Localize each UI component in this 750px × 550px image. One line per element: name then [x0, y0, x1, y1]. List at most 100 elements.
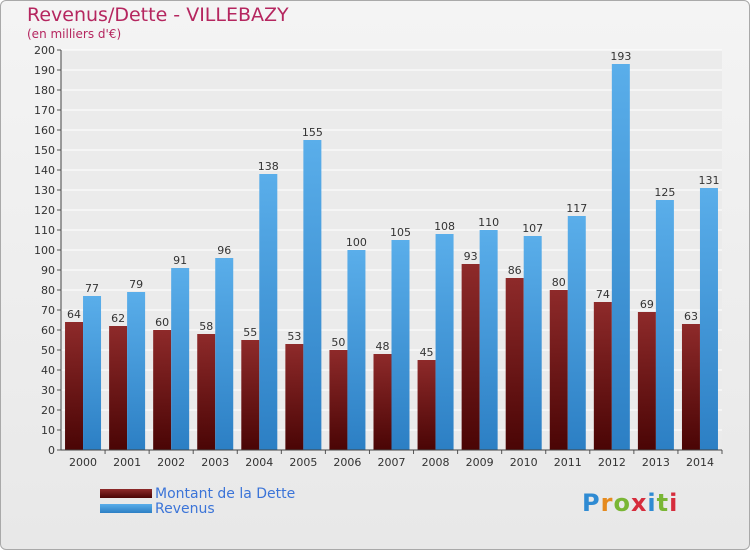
bar-revenus-2012	[611, 64, 630, 450]
y-tick-label: 130	[34, 184, 55, 197]
value-label-dette-2013: 69	[640, 298, 654, 311]
value-label-revenus-2005: 155	[302, 126, 323, 139]
value-label-dette-2009: 93	[464, 250, 478, 263]
value-label-revenus-2007: 105	[390, 226, 411, 239]
x-tick-label-2004: 2004	[245, 456, 273, 469]
bar-dette-2014	[681, 324, 700, 450]
bar-revenus-2013	[655, 200, 674, 450]
y-tick-label: 50	[41, 344, 55, 357]
x-tick-label-2010: 2010	[510, 456, 538, 469]
value-label-revenus-2001: 79	[129, 278, 143, 291]
x-tick-label-2000: 2000	[69, 456, 97, 469]
bar-revenus-2007	[391, 240, 410, 450]
bar-revenus-2010	[523, 236, 542, 450]
x-tick-label-2002: 2002	[157, 456, 185, 469]
bar-dette-2006	[329, 350, 348, 450]
value-label-dette-2011: 80	[552, 276, 566, 289]
y-tick-label: 90	[41, 264, 55, 277]
value-label-dette-2007: 48	[376, 340, 390, 353]
y-tick-label: 70	[41, 304, 55, 317]
x-tick-label-2009: 2009	[466, 456, 494, 469]
value-label-revenus-2010: 107	[522, 222, 543, 235]
bar-dette-2009	[461, 264, 480, 450]
value-label-dette-2008: 45	[420, 346, 434, 359]
bar-dette-2004	[241, 340, 260, 450]
value-label-revenus-2013: 125	[654, 186, 675, 199]
y-tick-label: 120	[34, 204, 55, 217]
legend-swatch-revenus	[100, 504, 152, 513]
legend-swatch-dette	[100, 489, 152, 498]
chart-title: Revenus/Dette - VILLEBAZY	[27, 4, 289, 26]
y-tick-label: 180	[34, 84, 55, 97]
value-label-dette-2012: 74	[596, 288, 610, 301]
y-tick-label: 10	[41, 424, 55, 437]
bar-revenus-2011	[567, 216, 586, 450]
x-tick-label-2012: 2012	[598, 456, 626, 469]
y-tick-label: 60	[41, 324, 55, 337]
bar-dette-2007	[373, 354, 392, 450]
value-label-revenus-2011: 117	[566, 202, 587, 215]
value-label-revenus-2003: 96	[217, 244, 231, 257]
value-label-dette-2000: 64	[67, 308, 81, 321]
bar-revenus-2006	[347, 250, 366, 450]
y-tick-label: 100	[34, 244, 55, 257]
x-tick-label-2014: 2014	[686, 456, 714, 469]
y-tick-label: 150	[34, 144, 55, 157]
bar-revenus-2002	[171, 268, 190, 450]
value-label-revenus-2002: 91	[173, 254, 187, 267]
y-tick-label: 160	[34, 124, 55, 137]
chart-subtitle: (en milliers d'€)	[27, 27, 122, 41]
value-label-revenus-2009: 110	[478, 216, 499, 229]
bar-revenus-2001	[127, 292, 146, 450]
x-tick-label-2007: 2007	[378, 456, 406, 469]
value-label-dette-2001: 62	[111, 312, 125, 325]
bar-revenus-2014	[699, 188, 718, 450]
y-tick-label: 30	[41, 384, 55, 397]
bar-dette-2003	[197, 334, 216, 450]
y-tick-label: 200	[34, 44, 55, 57]
y-tick-label: 80	[41, 284, 55, 297]
bar-dette-2002	[153, 330, 172, 450]
value-label-dette-2010: 86	[508, 264, 522, 277]
value-label-revenus-2008: 108	[434, 220, 455, 233]
bar-revenus-2004	[259, 174, 278, 450]
legend-label-dette: Montant de la Dette	[155, 486, 296, 502]
value-label-revenus-2014: 131	[698, 174, 719, 187]
y-tick-label: 110	[34, 224, 55, 237]
bar-dette-2001	[109, 326, 128, 450]
value-label-dette-2014: 63	[684, 310, 698, 323]
y-tick-label: 20	[41, 404, 55, 417]
value-label-dette-2006: 50	[331, 336, 345, 349]
x-tick-label-2013: 2013	[642, 456, 670, 469]
bar-revenus-2008	[435, 234, 454, 450]
y-tick-label: 170	[34, 104, 55, 117]
x-tick-label-2008: 2008	[422, 456, 450, 469]
x-tick-label-2003: 2003	[201, 456, 229, 469]
bar-dette-2000	[65, 322, 84, 450]
bar-dette-2012	[593, 302, 612, 450]
x-tick-label-2011: 2011	[554, 456, 582, 469]
bar-dette-2013	[637, 312, 656, 450]
bar-revenus-2005	[303, 140, 322, 450]
legend-label-revenus: Revenus	[155, 501, 215, 517]
bar-dette-2010	[505, 278, 524, 450]
bar-dette-2011	[549, 290, 568, 450]
value-label-dette-2005: 53	[287, 330, 301, 343]
y-tick-label: 190	[34, 64, 55, 77]
x-tick-label-2006: 2006	[333, 456, 361, 469]
y-tick-label: 140	[34, 164, 55, 177]
value-label-dette-2004: 55	[243, 326, 257, 339]
x-tick-label-2001: 2001	[113, 456, 141, 469]
value-label-revenus-2006: 100	[346, 236, 367, 249]
x-tick-label-2005: 2005	[289, 456, 317, 469]
value-label-dette-2003: 58	[199, 320, 213, 333]
bar-revenus-2003	[215, 258, 234, 450]
value-label-revenus-2000: 77	[85, 282, 99, 295]
y-tick-label: 40	[41, 364, 55, 377]
bar-dette-2008	[417, 360, 436, 450]
value-label-revenus-2012: 193	[610, 50, 631, 63]
proxiti-logo: Proxiti	[582, 489, 679, 517]
value-label-revenus-2004: 138	[258, 160, 279, 173]
y-tick-label: 0	[48, 444, 55, 457]
